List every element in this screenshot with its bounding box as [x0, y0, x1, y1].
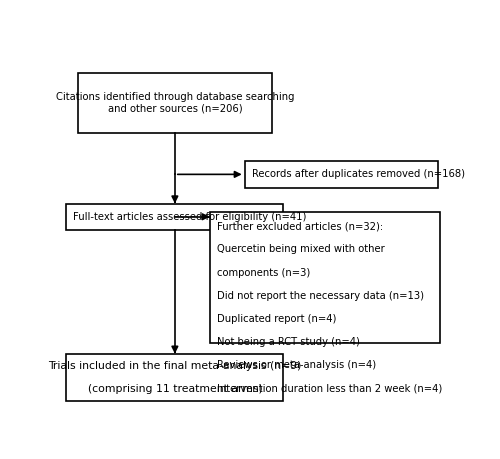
- FancyBboxPatch shape: [66, 354, 284, 402]
- FancyBboxPatch shape: [244, 161, 438, 188]
- FancyBboxPatch shape: [78, 73, 272, 133]
- Text: Citations identified through database searching
and other sources (n=206): Citations identified through database se…: [56, 92, 294, 113]
- FancyBboxPatch shape: [210, 213, 440, 343]
- Text: Further excluded articles (n=32):

Quercetin being mixed with other

components : Further excluded articles (n=32): Querce…: [216, 221, 442, 393]
- Text: Records after duplicates removed (n=168): Records after duplicates removed (n=168): [252, 169, 464, 179]
- Text: Trials included in the final meta-analysis (n=9)

(comprising 11 treatment arms): Trials included in the final meta-analys…: [48, 361, 302, 394]
- Text: Full-text articles assessed for eligibility (n=41): Full-text articles assessed for eligibil…: [74, 212, 306, 222]
- FancyBboxPatch shape: [66, 203, 284, 230]
